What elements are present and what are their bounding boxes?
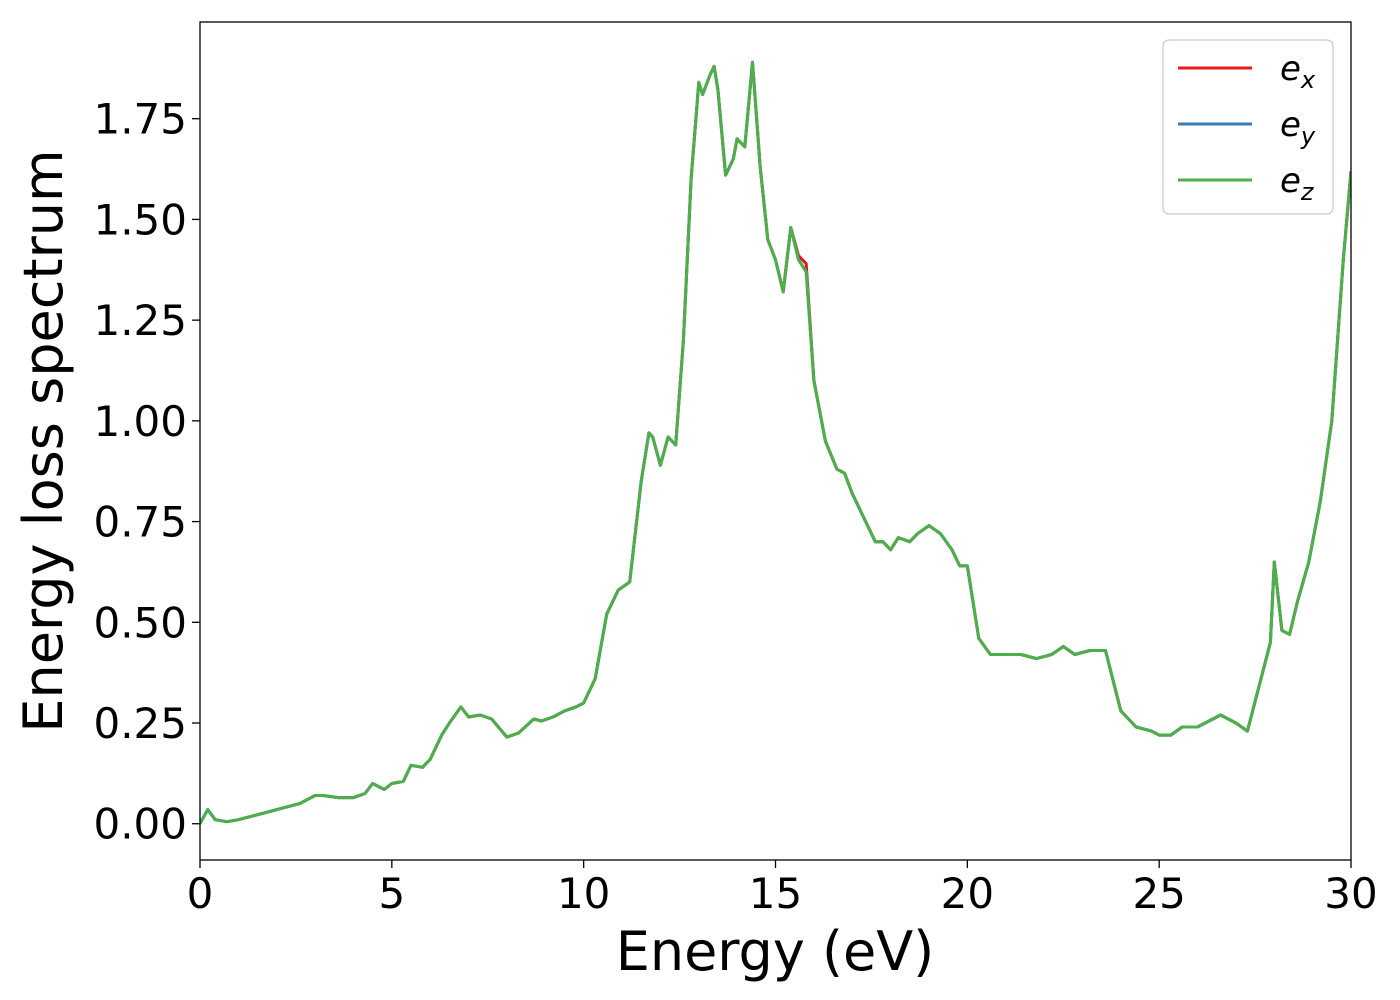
series-line-e-z — [200, 60, 1351, 825]
y-tick-label: 1.50 — [93, 195, 187, 244]
x-axis-label: Energy (eV) — [616, 920, 935, 983]
y-tick-label: 0.75 — [93, 498, 187, 547]
legend-label-x: ex — [1280, 49, 1316, 94]
legend-label-z: ez — [1280, 161, 1315, 206]
plot-background — [200, 22, 1351, 860]
x-tick-label: 5 — [378, 869, 405, 918]
y-tick-label: 0.00 — [93, 800, 187, 849]
x-tick-label: 20 — [941, 869, 994, 918]
x-tick-label: 30 — [1324, 869, 1377, 918]
x-tick-label: 15 — [749, 869, 802, 918]
x-tick-label: 10 — [557, 869, 610, 918]
x-axis-ticks: 0 5 10 15 20 25 30 — [187, 860, 1378, 918]
y-axis-label: Energy loss spectrum — [12, 149, 75, 732]
legend-label-y: ey — [1280, 105, 1316, 150]
plot-frame — [199, 21, 1352, 861]
y-tick-label: 0.25 — [93, 699, 187, 748]
y-axis-ticks: 0.00 0.25 0.50 0.75 1.00 1.25 1.50 1.75 — [93, 95, 200, 849]
x-tick-label: 25 — [1132, 869, 1185, 918]
legend: ex ey ez — [1162, 39, 1334, 215]
x-tick-label: 0 — [187, 869, 214, 918]
y-tick-label: 0.50 — [93, 598, 187, 647]
y-tick-label: 1.75 — [93, 95, 187, 144]
series-layer — [200, 60, 1351, 825]
y-tick-label: 1.25 — [93, 296, 187, 345]
y-tick-label: 1.00 — [93, 397, 187, 446]
legend-box — [1162, 39, 1334, 215]
